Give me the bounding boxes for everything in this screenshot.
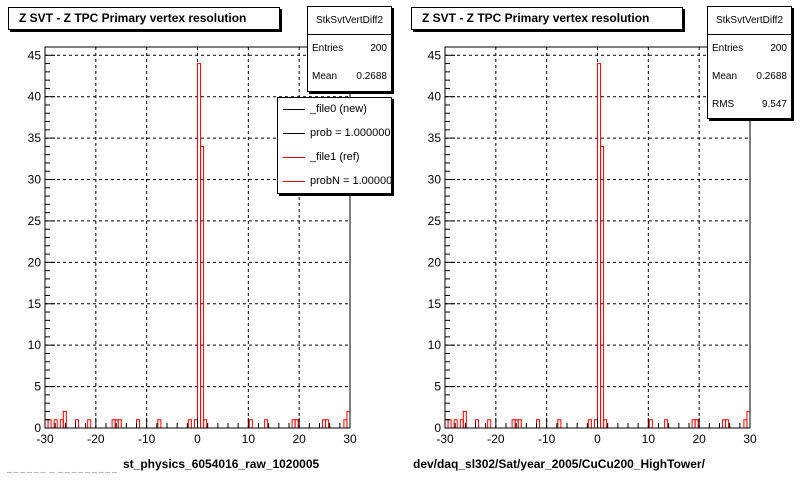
x-tick-label: 0 xyxy=(194,432,201,446)
y-tick-label: 20 xyxy=(428,255,442,269)
stats-name: StkSvtVertDiff2 xyxy=(708,7,791,35)
faint-annotation: ∼∼∼∼∼∼ ∼ ∼∼∼∼∼∼∼∼∼ xyxy=(6,468,118,477)
histogram-bin xyxy=(648,419,653,428)
histogram-plot-right: -30 -20 -10 0 10 20 30 0 5 10 15 20 25 30 35 40 45 xyxy=(428,46,757,446)
histogram-bin xyxy=(47,419,52,428)
histogram-bin xyxy=(453,419,458,428)
x-tick-label: -30 xyxy=(436,432,454,446)
histogram-bin xyxy=(694,419,699,428)
legend-label: probN = 1.000000 xyxy=(310,175,392,187)
y-tick-label: 10 xyxy=(28,338,42,352)
footer-label-right: dev/daq_sl302/Sat/year_2005/CuCu200_High… xyxy=(413,457,705,471)
y-tick-label: 45 xyxy=(28,48,42,62)
x-tick-label: -30 xyxy=(36,432,54,446)
stats-label: Entries xyxy=(712,43,744,54)
legend-entry: prob = 1.000000 xyxy=(278,122,391,146)
y-tick-label: 20 xyxy=(28,255,42,269)
histogram-bin xyxy=(117,419,122,428)
stats-value: 9.547 xyxy=(761,99,787,110)
x-tick-label: -20 xyxy=(87,432,105,446)
histogram-bin xyxy=(62,410,67,428)
legend-label: prob = 1.000000 xyxy=(310,127,391,139)
x-tick-label: 10 xyxy=(242,432,256,446)
plot-title-right: Z SVT - Z TPC Primary vertex resolution xyxy=(411,7,683,30)
histogram-bin xyxy=(587,419,592,428)
legend-swatch xyxy=(283,133,305,134)
stats-value: 200 xyxy=(770,43,787,54)
histogram-bin xyxy=(725,419,730,428)
histogram-bin xyxy=(248,419,253,428)
x-tick-label: -20 xyxy=(487,432,505,446)
histogram-plot-left: -30 -20 -10 0 10 20 30 0 5 10 15 20 25 30 35 40 45 xyxy=(28,46,357,446)
y-tick-label: 45 xyxy=(428,48,442,62)
x-tick-label: 30 xyxy=(743,432,757,446)
legend-label: _file0 (new) xyxy=(310,103,367,115)
legend-swatch xyxy=(283,157,305,158)
histogram-bin xyxy=(187,419,192,428)
stats-box-left: StkSvtVertDiff2 Entries 200 Mean 0.2688 xyxy=(307,6,392,92)
stats-value: 0.2688 xyxy=(356,71,387,82)
y-tick-label: 15 xyxy=(428,297,442,311)
histogram-bin xyxy=(87,419,92,428)
x-tick-label: -10 xyxy=(138,432,156,446)
histogram-bin xyxy=(557,419,562,428)
y-tick-label: 5 xyxy=(34,380,41,394)
stats-label: RMS xyxy=(712,99,735,110)
y-tick-label: 40 xyxy=(428,90,442,104)
histogram-bin xyxy=(517,419,522,428)
histogram-bin xyxy=(157,419,162,428)
stats-label: Mean xyxy=(712,71,738,82)
histogram-bin xyxy=(203,419,208,428)
stats-row-entries: Entries 200 xyxy=(308,35,391,63)
stats-row-rms: RMS 9.547 xyxy=(708,91,791,119)
footer-label-left: st_physics_6054016_raw_1020005 xyxy=(123,457,320,471)
y-tick-label: 30 xyxy=(28,173,42,187)
histogram-bin xyxy=(487,419,492,428)
stats-label: Mean xyxy=(312,71,338,82)
histogram-bin xyxy=(664,419,669,428)
y-tick-label: 10 xyxy=(428,338,442,352)
legend-entry: _file1 (ref) xyxy=(278,146,391,170)
legend-entry: _file0 (new) xyxy=(278,98,391,122)
legend-swatch xyxy=(283,181,305,182)
histogram-bin xyxy=(200,145,205,428)
histogram-bin xyxy=(600,145,605,428)
y-tick-label: 25 xyxy=(428,214,442,228)
y-tick-label: 0 xyxy=(434,421,441,435)
y-tick-label: 30 xyxy=(428,173,442,187)
x-tick-label: 0 xyxy=(594,432,601,446)
histogram-bin xyxy=(603,419,608,428)
y-tick-label: 35 xyxy=(428,131,442,145)
x-tick-label: -10 xyxy=(538,432,556,446)
histogram-bin xyxy=(294,419,299,428)
x-tick-label: 10 xyxy=(642,432,656,446)
legend-swatch xyxy=(283,109,305,110)
y-tick-label: 40 xyxy=(28,90,42,104)
stats-value: 200 xyxy=(370,43,387,54)
histogram-bin xyxy=(264,419,269,428)
y-tick-label: 5 xyxy=(434,380,441,394)
y-tick-label: 25 xyxy=(28,214,42,228)
legend-box-left: _file0 (new) prob = 1.000000 _file1 (ref… xyxy=(277,97,392,194)
legend-entry: probN = 1.000000 xyxy=(278,170,392,193)
stats-row-mean: Mean 0.2688 xyxy=(308,63,391,91)
x-tick-label: 30 xyxy=(343,432,357,446)
stats-value: 0.2688 xyxy=(756,71,787,82)
y-tick-label: 35 xyxy=(28,131,42,145)
histogram-bin xyxy=(53,419,58,428)
y-tick-label: 15 xyxy=(28,297,42,311)
x-tick-label: 20 xyxy=(292,432,306,446)
stats-name: StkSvtVertDiff2 xyxy=(308,7,391,35)
histogram-bin xyxy=(447,419,452,428)
stats-label: Entries xyxy=(312,43,344,54)
histogram-bin xyxy=(325,419,330,428)
histogram-bin xyxy=(462,410,467,428)
legend-label: _file1 (ref) xyxy=(310,151,360,163)
y-tick-label: 0 xyxy=(34,421,41,435)
stats-box-right: StkSvtVertDiff2 Entries 200 Mean 0.2688 … xyxy=(707,6,792,119)
stats-row-entries: Entries 200 xyxy=(708,35,791,63)
x-tick-label: 20 xyxy=(692,432,706,446)
plot-title-left: Z SVT - Z TPC Primary vertex resolution xyxy=(8,7,280,30)
stats-row-mean: Mean 0.2688 xyxy=(708,63,791,91)
